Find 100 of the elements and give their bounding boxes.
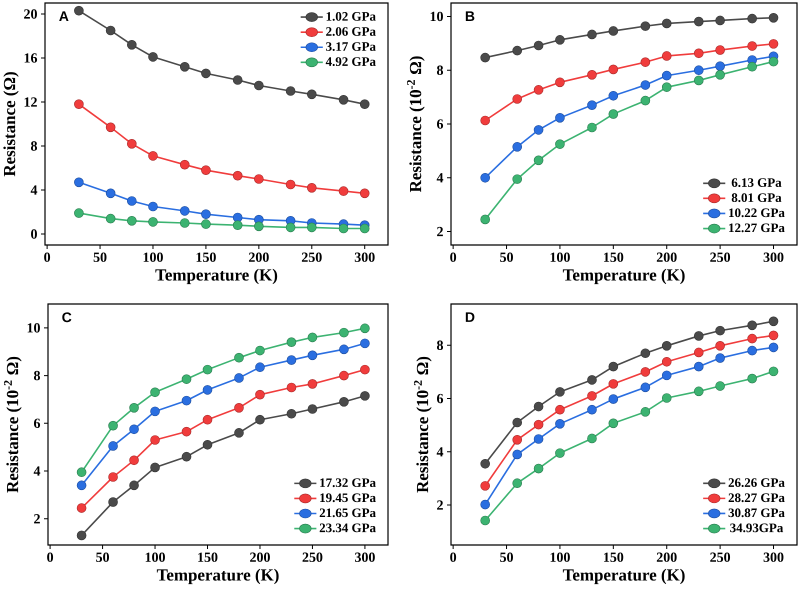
point bbox=[286, 355, 296, 365]
point bbox=[106, 26, 116, 36]
point bbox=[747, 374, 757, 384]
y-tick-label: 6 bbox=[436, 394, 444, 404]
point bbox=[608, 394, 618, 404]
point bbox=[308, 350, 318, 360]
annotation: D bbox=[466, 312, 474, 322]
point bbox=[512, 174, 522, 184]
point bbox=[76, 530, 86, 540]
point bbox=[480, 52, 490, 62]
point bbox=[148, 202, 158, 212]
point bbox=[76, 467, 86, 478]
point bbox=[150, 435, 160, 445]
point bbox=[201, 165, 211, 175]
point bbox=[640, 96, 650, 106]
x-tick-label: 0 bbox=[450, 252, 456, 262]
x-tick-label: 200 bbox=[656, 552, 677, 562]
point bbox=[608, 418, 618, 428]
point bbox=[202, 385, 212, 395]
legend-label: 6.13 GPa bbox=[732, 178, 782, 188]
legend-label: 4.92 GPa bbox=[326, 57, 376, 66]
point bbox=[480, 458, 490, 469]
annotation: A bbox=[59, 11, 69, 21]
point bbox=[182, 374, 192, 384]
annotation: B bbox=[466, 11, 474, 21]
point bbox=[232, 75, 242, 85]
x-tick-label: 200 bbox=[656, 252, 677, 262]
point bbox=[512, 142, 522, 152]
point bbox=[662, 393, 672, 403]
point bbox=[662, 356, 672, 367]
x-tick-label: 250 bbox=[710, 252, 730, 262]
point bbox=[255, 362, 265, 372]
point bbox=[182, 452, 192, 462]
point bbox=[202, 440, 212, 450]
point bbox=[308, 379, 318, 389]
point bbox=[534, 464, 544, 474]
point bbox=[694, 76, 704, 86]
point bbox=[106, 122, 116, 132]
y-tick-label: 4 bbox=[34, 466, 40, 476]
point bbox=[587, 122, 597, 132]
point bbox=[339, 370, 349, 380]
point bbox=[662, 18, 672, 28]
point bbox=[640, 367, 650, 377]
point bbox=[148, 52, 158, 62]
point bbox=[662, 370, 672, 380]
point bbox=[76, 503, 86, 513]
point bbox=[768, 366, 778, 376]
legend-label: 12.27 GPa bbox=[729, 223, 785, 232]
x-tick-label: 150 bbox=[198, 552, 218, 562]
point bbox=[180, 62, 190, 72]
point bbox=[694, 331, 704, 341]
y-axis-title: Resistance (10$^{-2}$ Ω) bbox=[406, 56, 425, 192]
point bbox=[360, 364, 370, 374]
point bbox=[534, 125, 544, 135]
x-tick-label: 50 bbox=[94, 252, 106, 262]
y-tick-label: 2 bbox=[437, 226, 443, 236]
point bbox=[148, 217, 158, 227]
point bbox=[286, 337, 296, 347]
point bbox=[608, 362, 618, 372]
point bbox=[512, 94, 522, 104]
point bbox=[662, 70, 672, 80]
point bbox=[254, 221, 264, 232]
legend-label: 3.17 GPa bbox=[326, 42, 376, 51]
y-tick-label: 12 bbox=[24, 97, 37, 107]
legend-label: 34.93GPa bbox=[730, 524, 784, 532]
legend-label: 8.01 GPa bbox=[732, 193, 782, 202]
point bbox=[587, 434, 597, 444]
y-tick-label: 4 bbox=[436, 447, 444, 456]
point bbox=[232, 212, 242, 222]
x-tick-label: 0 bbox=[47, 552, 54, 562]
point bbox=[587, 404, 597, 415]
y-tick-label: 6 bbox=[436, 119, 444, 129]
x-tick-label: 150 bbox=[196, 252, 216, 262]
point bbox=[129, 455, 139, 466]
point bbox=[768, 342, 778, 352]
x-tick-label: 100 bbox=[144, 252, 163, 262]
point bbox=[108, 497, 118, 507]
point bbox=[148, 151, 158, 161]
legend-label: 21.65 GPa bbox=[320, 508, 376, 518]
point bbox=[512, 435, 522, 445]
x-tick-label: 150 bbox=[604, 552, 624, 562]
point bbox=[255, 346, 265, 356]
legend-label: 19.45 GPa bbox=[320, 493, 376, 502]
point bbox=[640, 80, 650, 90]
point bbox=[480, 116, 490, 126]
point bbox=[587, 391, 597, 401]
x-tick-label: 100 bbox=[550, 252, 570, 262]
legend-label: 2.06 GPa bbox=[326, 27, 376, 36]
point bbox=[715, 381, 725, 391]
point bbox=[715, 326, 725, 336]
point bbox=[286, 222, 296, 232]
point bbox=[608, 379, 618, 389]
point bbox=[286, 86, 296, 96]
x-axis-title: Temperature (K) bbox=[562, 268, 685, 284]
point bbox=[129, 402, 139, 413]
point bbox=[150, 406, 160, 416]
point bbox=[715, 16, 725, 26]
point bbox=[534, 402, 544, 412]
point bbox=[747, 41, 757, 51]
x-tick-label: 300 bbox=[764, 252, 784, 262]
